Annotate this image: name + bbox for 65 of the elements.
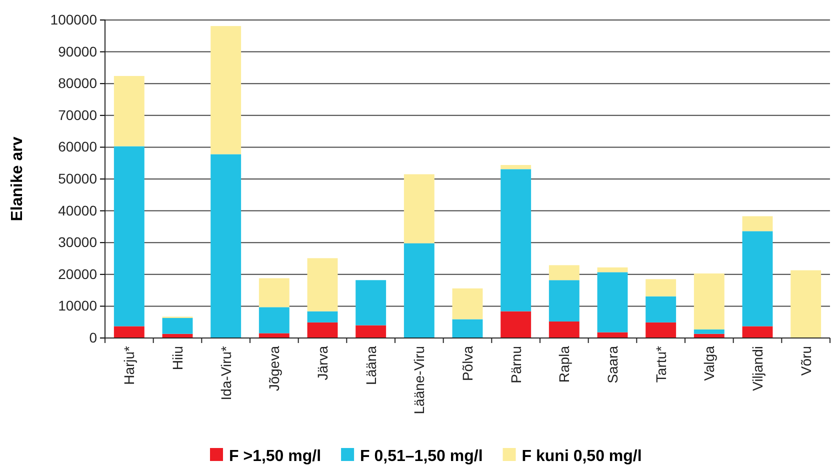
x-tick-label: Saara bbox=[604, 346, 620, 384]
x-tick-label: Põlva bbox=[460, 346, 476, 382]
x-tick-label: Rapla bbox=[556, 346, 572, 383]
legend-label: F 0,51–1,50 mg/l bbox=[360, 448, 483, 465]
bar bbox=[694, 273, 724, 330]
bar bbox=[162, 318, 193, 334]
bar bbox=[742, 326, 773, 338]
bar bbox=[307, 322, 338, 338]
bar bbox=[452, 288, 483, 320]
bar bbox=[548, 321, 580, 338]
bar bbox=[307, 258, 338, 312]
y-tick-label: 40000 bbox=[58, 202, 98, 218]
x-tick-label: Valga bbox=[701, 346, 718, 381]
bar bbox=[356, 325, 386, 338]
x-tick-label: Lääna bbox=[362, 346, 379, 385]
legend-label: F kuni 0,50 mg/l bbox=[522, 448, 642, 465]
x-tick-label: Harju* bbox=[121, 345, 138, 385]
y-tick-label: 90000 bbox=[58, 43, 98, 60]
x-tick-label: Jõgeva bbox=[266, 346, 282, 392]
bar bbox=[742, 216, 773, 232]
bar bbox=[210, 154, 242, 338]
x-tick-label: Viljandi bbox=[750, 346, 766, 391]
y-tick-label: 100000 bbox=[50, 11, 98, 28]
bar bbox=[114, 146, 144, 326]
bar bbox=[548, 265, 580, 280]
bar bbox=[404, 243, 434, 338]
y-tick-label: 60000 bbox=[58, 138, 98, 155]
bar bbox=[404, 174, 434, 244]
bar bbox=[597, 267, 628, 272]
bar bbox=[356, 280, 386, 326]
y-tick-label: 0 bbox=[89, 329, 98, 346]
bar bbox=[500, 165, 532, 170]
bar bbox=[646, 279, 676, 296]
bar bbox=[258, 333, 290, 338]
y-tick-label: 10000 bbox=[58, 298, 98, 314]
x-tick-label: Tartu* bbox=[652, 345, 669, 383]
y-tick-label: 70000 bbox=[58, 106, 98, 123]
y-tick-label: 30000 bbox=[58, 234, 98, 250]
bar bbox=[790, 270, 822, 338]
bar bbox=[548, 280, 580, 322]
x-tick-label: Lääne-Viru bbox=[411, 346, 428, 414]
y-tick-label: 20000 bbox=[58, 266, 98, 282]
bar bbox=[742, 231, 773, 326]
bar bbox=[646, 322, 676, 338]
bar bbox=[646, 296, 676, 322]
y-tick-label: 50000 bbox=[58, 170, 98, 186]
bar bbox=[210, 26, 242, 154]
bar bbox=[500, 169, 532, 312]
bar bbox=[597, 272, 628, 332]
bar bbox=[114, 76, 144, 146]
x-tick-label: Võru bbox=[798, 346, 814, 376]
y-axis-title: Elanike arv bbox=[9, 136, 26, 222]
bar bbox=[258, 307, 290, 334]
x-tick-label: Hiiu bbox=[170, 346, 186, 370]
x-tick-label: Pärnu bbox=[508, 346, 524, 384]
bar bbox=[452, 319, 483, 338]
bar bbox=[258, 278, 290, 308]
x-tick-label: Ida-Viru* bbox=[218, 345, 234, 400]
x-tick-label: Järva bbox=[314, 346, 330, 380]
bar bbox=[114, 326, 144, 338]
bar bbox=[694, 329, 724, 334]
bar bbox=[500, 311, 532, 338]
bar bbox=[307, 311, 338, 322]
y-tick-label: 80000 bbox=[58, 75, 98, 92]
legend-label: F >1,50 mg/l bbox=[229, 448, 322, 465]
